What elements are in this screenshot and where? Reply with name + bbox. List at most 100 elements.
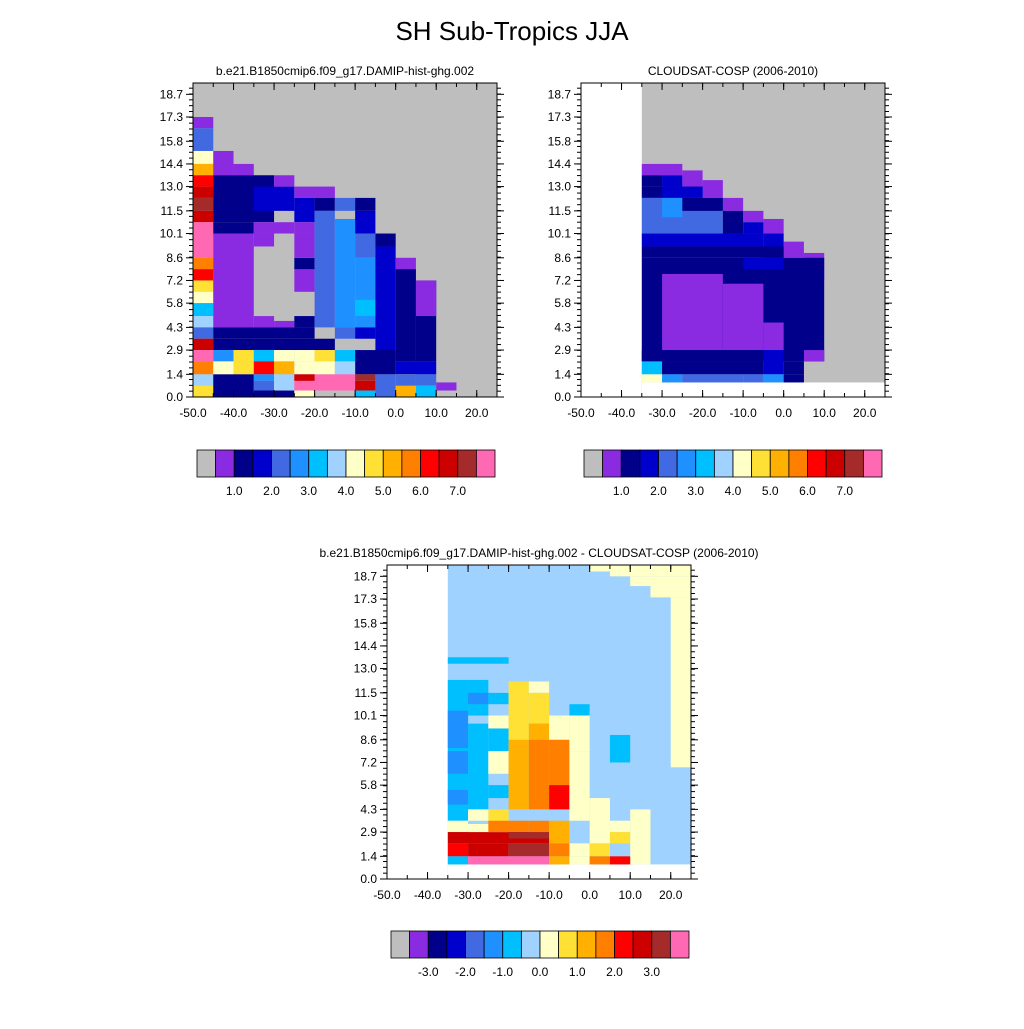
p3-colorbar-label: -1.0 <box>492 965 513 979</box>
p2-ytick-label: 14.4 <box>548 157 572 171</box>
p3-cell-5 <box>650 586 691 598</box>
p1-xtick-label: -20.0 <box>301 406 329 420</box>
p3-colorbar-box <box>669 930 690 959</box>
p2-cell-23 <box>743 257 784 270</box>
p1-cell-33 <box>294 222 315 234</box>
p3-ytick-label: 11.5 <box>355 686 378 700</box>
p1-colorbar-box <box>308 449 328 478</box>
p1-cell-84 <box>375 374 396 397</box>
p3-cell-55 <box>549 856 570 865</box>
p3-cell-46 <box>549 820 570 844</box>
p1-colorbar-box <box>382 449 403 478</box>
p3-cell-18 <box>488 751 509 774</box>
p2-cell-27 <box>803 350 825 362</box>
p2-xtick-label: -10.0 <box>729 406 757 420</box>
p3-cell-48 <box>589 843 610 857</box>
p1-ytick-label: 15.8 <box>160 134 184 148</box>
p2-xtick-label: -20.0 <box>689 406 717 420</box>
p1-cell-73 <box>213 374 254 397</box>
p3-cell-6 <box>670 597 691 768</box>
p3-cell-26 <box>528 739 550 810</box>
p3-colorbar-label: -3.0 <box>418 965 439 979</box>
p3-colorbar-box <box>502 930 522 959</box>
p1-cell-15 <box>193 327 214 339</box>
p1-cell-70 <box>294 361 335 375</box>
p3-xtick-label: -30.0 <box>454 888 482 902</box>
p2-xtick-label: -50.0 <box>567 406 595 420</box>
p1-cell-7 <box>193 210 214 223</box>
p3-ytick-label: 4.3 <box>360 802 377 816</box>
p3-cell-54 <box>468 856 550 865</box>
p1-colorbar: 1.0 2.0 3.0 4.0 5.0 6.0 7.0 <box>196 449 496 498</box>
p3-colorbar-label: 2.0 <box>606 965 623 979</box>
p3-colorbar-box <box>390 930 411 959</box>
p3-cell-35 <box>630 809 651 865</box>
p1-ytick-label: 7.2 <box>166 273 183 287</box>
p3-cell-29 <box>549 785 570 810</box>
p3-colorbar-box <box>651 930 671 959</box>
p2-colorbar-box <box>862 449 883 478</box>
p3-cell-53 <box>447 856 469 865</box>
p1-colorbar-box <box>252 449 272 478</box>
p3-xtick-label: -50.0 <box>373 888 401 902</box>
p3-xtick-label: -20.0 <box>495 888 523 902</box>
p3-colorbar-box <box>539 930 560 959</box>
p3-cell-3 <box>609 571 691 577</box>
p1-cell-43 <box>334 218 356 328</box>
p3-cell-16 <box>488 715 509 729</box>
p2-cell-33 <box>641 374 663 383</box>
p2-cell-24 <box>662 273 723 351</box>
p3-panel: b.e21.B1850cmip6.f09_g17.DAMIP-hist-ghg.… <box>319 546 758 979</box>
p1-cell-67 <box>233 361 254 375</box>
p1-colorbar-label: 5.0 <box>375 484 392 498</box>
p3-colorbar-box <box>409 930 429 959</box>
p2-cell-17 <box>722 210 744 234</box>
p2-cell-34 <box>662 374 683 383</box>
p1-cell-71 <box>334 361 356 375</box>
p2-ytick-label: 7.2 <box>554 273 571 287</box>
p2-panel: CLOUDSAT-COSP (2006-2010) -50.0 -40.0 -30.0… <box>548 64 892 498</box>
p1-cell-29 <box>334 197 356 211</box>
p1-colorbar-box <box>233 449 254 478</box>
p3-cell-36 <box>609 820 631 833</box>
p1-ytick-label: 0.0 <box>166 390 183 404</box>
p1-cell-3 <box>193 163 214 176</box>
p3-cell-49 <box>447 843 469 857</box>
p2-ytick-label: 8.6 <box>554 251 571 265</box>
p1-cell-51 <box>375 246 396 362</box>
p1-cell-61 <box>274 350 295 362</box>
p2-xtick-label: -40.0 <box>608 406 636 420</box>
p2-cell-29 <box>641 361 663 375</box>
p2-cell-7 <box>763 218 784 234</box>
p2-colorbar-box <box>713 449 734 478</box>
p2-ytick-label: 4.3 <box>554 320 571 334</box>
p2-colorbar-box <box>602 449 622 478</box>
p1-colorbar-box <box>326 449 347 478</box>
p2-cell-10 <box>641 175 663 187</box>
p3-ytick-label: 2.9 <box>360 825 377 839</box>
p2-colorbar-box <box>844 449 864 478</box>
p1-colorbar-box <box>401 449 421 478</box>
p1-ytick-label: 17.3 <box>160 110 184 124</box>
p1-ytick-label: 10.1 <box>160 227 184 241</box>
p3-xtick-label: -10.0 <box>535 888 563 902</box>
p3-cell-45 <box>528 820 550 833</box>
p3-colorbar-box <box>558 930 578 959</box>
p2-xtick-label: 10.0 <box>813 406 837 420</box>
p1-colorbar-label: 6.0 <box>412 484 429 498</box>
p1-colorbar-label: 3.0 <box>300 484 317 498</box>
p1-cell-46 <box>355 233 376 258</box>
p1-ytick-label: 13.0 <box>160 180 184 194</box>
p1-cell-1 <box>193 128 214 151</box>
p1-cell-87 <box>415 374 437 386</box>
p3-cell-20 <box>508 681 529 701</box>
p2-cell-3 <box>682 170 703 187</box>
p1-cell-79 <box>294 374 315 381</box>
p3-colorbar: -3.0 -2.0 -1.0 0.0 1.0 2.0 3.0 <box>390 930 690 979</box>
p1-cell-17 <box>193 350 214 362</box>
p1-cell-77 <box>274 374 295 391</box>
p1-cell-10 <box>193 269 214 281</box>
p1-cell-58 <box>213 350 234 362</box>
p1-cell-4 <box>193 175 214 187</box>
p1-xtick-label: 0.0 <box>387 406 404 420</box>
